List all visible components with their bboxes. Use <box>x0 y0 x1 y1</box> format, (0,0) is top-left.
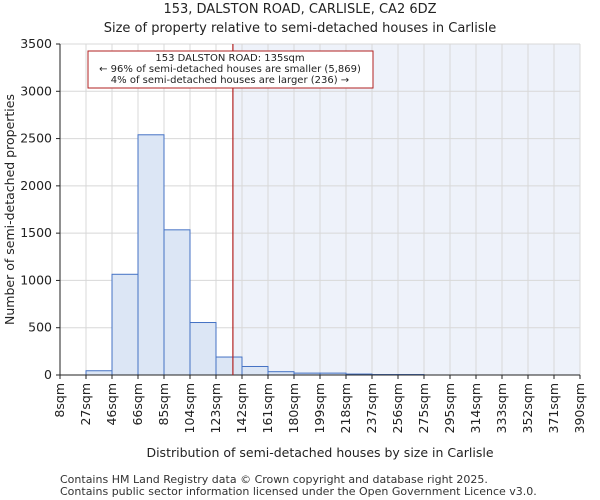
x-axis-title: Distribution of semi-detached houses by … <box>146 445 493 460</box>
annotation-line-1: 153 DALSTON ROAD: 135sqm <box>155 53 304 64</box>
x-tick-label: 27sqm <box>78 383 93 426</box>
x-tick-label: 371sqm <box>546 383 561 433</box>
x-tick-label: 390sqm <box>572 383 587 433</box>
y-tick-label: 2500 <box>20 131 52 146</box>
highlight-region <box>232 44 580 375</box>
x-tick-label: 275sqm <box>416 383 431 433</box>
x-tick-label: 66sqm <box>130 383 145 426</box>
x-tick-label: 295sqm <box>442 383 457 433</box>
annotation-line-2: ← 96% of semi-detached houses are smalle… <box>99 64 361 75</box>
x-tick-label: 8sqm <box>52 383 67 418</box>
y-tick-label: 0 <box>44 367 52 382</box>
x-tick-label: 161sqm <box>260 383 275 433</box>
histogram-bar <box>215 356 243 376</box>
histogram-bar <box>111 273 139 376</box>
x-tick-label: 256sqm <box>390 383 405 433</box>
histogram-bar <box>137 134 165 376</box>
y-tick-label: 1000 <box>20 272 52 287</box>
y-tick-label: 1500 <box>20 225 52 240</box>
x-tick-label: 85sqm <box>156 383 171 426</box>
y-axis-title: Number of semi-detached properties <box>2 94 17 325</box>
y-tick-label: 3000 <box>20 83 52 98</box>
x-tick-label: 352sqm <box>520 383 535 433</box>
annotation-line-3: 4% of semi-detached houses are larger (2… <box>111 75 349 86</box>
y-tick-label: 2000 <box>20 178 52 193</box>
x-tick-label: 46sqm <box>104 383 119 426</box>
footer-line-2: Contains public sector information licen… <box>60 485 537 498</box>
chart-subtitle: Size of property relative to semi-detach… <box>103 21 497 36</box>
footer-line-1: Contains HM Land Registry data © Crown c… <box>60 473 488 486</box>
annotation-box <box>87 50 374 89</box>
histogram-bar <box>241 365 269 376</box>
x-tick-label: 142sqm <box>234 383 249 433</box>
histogram-bar <box>163 229 191 376</box>
chart-title: 153, DALSTON ROAD, CARLISLE, CA2 6DZ <box>163 2 437 17</box>
y-tick-label: 3500 <box>20 36 52 51</box>
x-tick-label: 314sqm <box>468 383 483 433</box>
x-tick-label: 237sqm <box>364 383 379 433</box>
histogram-bar <box>85 370 113 376</box>
x-tick-label: 104sqm <box>182 383 197 433</box>
y-tick-label: 500 <box>28 320 52 335</box>
x-tick-label: 333sqm <box>494 383 509 433</box>
x-tick-label: 199sqm <box>312 383 327 433</box>
x-tick-label: 218sqm <box>338 383 353 433</box>
histogram-bar <box>189 322 217 376</box>
x-tick-label: 180sqm <box>286 383 301 433</box>
x-tick-label: 123sqm <box>208 383 223 433</box>
